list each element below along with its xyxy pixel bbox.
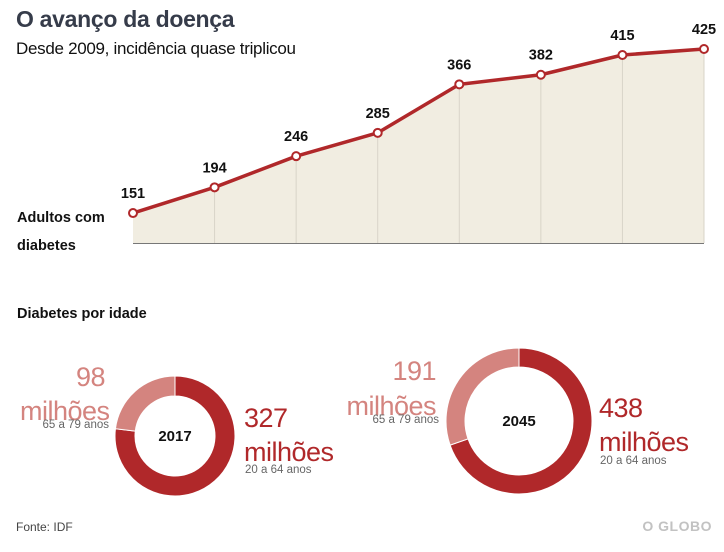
- donut-slice: [445, 347, 520, 446]
- y-axis-label: Adultos com diabetes: [17, 210, 105, 254]
- data-label: 194: [202, 160, 226, 176]
- data-label: 366: [447, 57, 471, 73]
- line-chart: 151 194 246 285 366 382 415 425: [121, 22, 716, 244]
- grid-lines: [214, 49, 705, 243]
- donut-2045-younger-label: 20 a 64 anos: [600, 455, 667, 467]
- donut-slice: [449, 347, 593, 495]
- data-point: [535, 69, 546, 80]
- data-point: [291, 151, 302, 162]
- donut-2017-older-label: 65 a 79 anos: [42, 419, 109, 431]
- donut-center-label: 2045: [502, 413, 535, 430]
- data-label: 246: [284, 129, 308, 145]
- data-label: 285: [366, 106, 390, 122]
- series-line: [132, 47, 705, 215]
- donut-2017-older-value: 98: [75, 362, 106, 392]
- section-title: Diabetes por idade: [17, 306, 147, 322]
- data-point: [372, 127, 383, 138]
- data-label: 415: [610, 28, 634, 44]
- donut-slice: [114, 375, 236, 497]
- chart-subtitle: Desde 2009, incidência quase triplicou: [16, 39, 296, 58]
- data-label: 382: [529, 48, 553, 64]
- chart-title: O avanço da doença: [16, 6, 235, 32]
- data-point: [454, 79, 465, 90]
- donut-2017-older-unit: milhões: [20, 396, 110, 426]
- donut-2045-younger-value: 438: [599, 393, 643, 423]
- donut-slice: [114, 375, 176, 432]
- donut-2045-older-value: 191: [392, 356, 436, 386]
- donut-2045-younger-unit: milhões: [599, 427, 689, 457]
- area-fill: [133, 49, 704, 243]
- donut-center-label: 2017: [158, 428, 191, 445]
- data-point: [209, 182, 220, 193]
- data-labels: 151 194 246 285 366 382 415 425: [121, 22, 716, 202]
- data-point: [128, 208, 138, 219]
- data-label: 425: [692, 22, 716, 38]
- data-points: [128, 44, 709, 219]
- data-label: 151: [121, 186, 145, 202]
- publisher-logo: O GLOBO: [642, 518, 712, 534]
- donut-2017-younger-unit: milhões: [244, 437, 334, 467]
- donut-2045-older-unit: milhões: [346, 391, 436, 421]
- donut-2045-older-label: 65 a 79 anos: [372, 414, 439, 426]
- source-note: Fonte: IDF: [16, 520, 73, 534]
- donut-2017-younger-value: 327: [244, 403, 288, 433]
- data-point: [617, 49, 628, 60]
- data-point: [699, 44, 709, 54]
- donut-2017-younger-label: 20 a 64 anos: [245, 464, 312, 476]
